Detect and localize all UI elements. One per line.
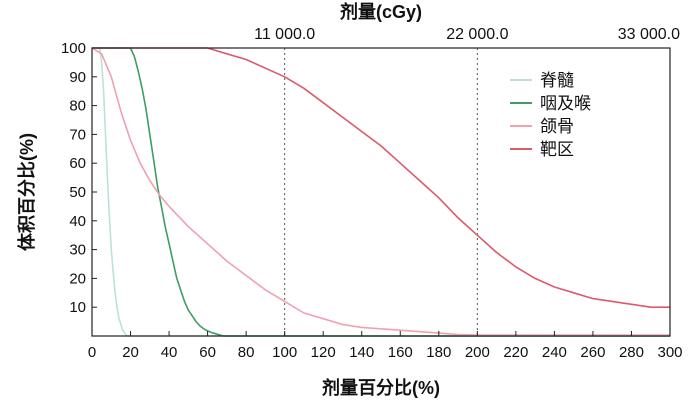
x-tick-label: 80: [238, 344, 255, 361]
legend-label: 脊髓: [540, 71, 574, 90]
top-tick-label: 33 000.0: [618, 26, 680, 43]
x-tick-label: 0: [88, 344, 96, 361]
series-line-1: [92, 47, 670, 337]
series-line-2: [91, 47, 670, 336]
x-tick-label: 180: [426, 344, 451, 361]
x-tick-label: 160: [388, 344, 413, 361]
y-axis-label: 体积百分比(%): [16, 133, 37, 251]
x-tick-label: 260: [580, 344, 605, 361]
plot-frame: [91, 47, 671, 337]
y-axis-ticks: 10 20 30 40 50 60 70 80 90 100: [61, 40, 97, 316]
x-tick-label: 200: [465, 344, 490, 361]
x-tick-label: 100: [272, 344, 297, 361]
x-tick-label: 240: [542, 344, 567, 361]
y-tick-label: 20: [69, 270, 86, 287]
series-line-0: [92, 47, 670, 337]
x-tick-label: 280: [619, 344, 644, 361]
x-tick-label: 300: [657, 344, 682, 361]
y-tick-label: 60: [69, 155, 86, 172]
x-tick-label: 40: [161, 344, 178, 361]
y-tick-label: 100: [61, 40, 86, 57]
y-tick-label: 80: [69, 98, 86, 115]
legend-label: 咽及喉: [540, 94, 591, 113]
x-tick-label: 60: [199, 344, 216, 361]
legend-label: 颌骨: [540, 117, 574, 136]
top-tick-label: 22 000.0: [446, 26, 508, 43]
y-tick-label: 90: [69, 69, 86, 86]
x-tick-label: 20: [122, 344, 139, 361]
y-tick-label: 50: [69, 184, 86, 201]
top-tick-label: 11 000.0: [254, 26, 315, 43]
x-tick-label: 140: [349, 344, 374, 361]
legend-label: 靶区: [540, 140, 574, 159]
x-tick-label: 220: [503, 344, 528, 361]
y-tick-label: 40: [69, 213, 86, 230]
reference-lines: [284, 48, 478, 336]
x-tick-label: 120: [311, 344, 336, 361]
series-curves: [91, 47, 670, 337]
x-axis-label: 剂量百分比(%): [322, 377, 440, 398]
y-tick-label: 30: [69, 242, 86, 259]
y-tick-label: 70: [69, 126, 86, 143]
top-axis-ticks: 11 000.0 22 000.0 33 000.0: [254, 26, 680, 43]
series-line-3: [92, 47, 670, 308]
top-axis-label: 剂量(cGy): [340, 1, 422, 22]
y-tick-label: 10: [69, 299, 86, 316]
x-axis-ticks: 0 20 40 60 80 100 120 140 160 180 200 220 240 260 280 3…: [88, 331, 683, 361]
